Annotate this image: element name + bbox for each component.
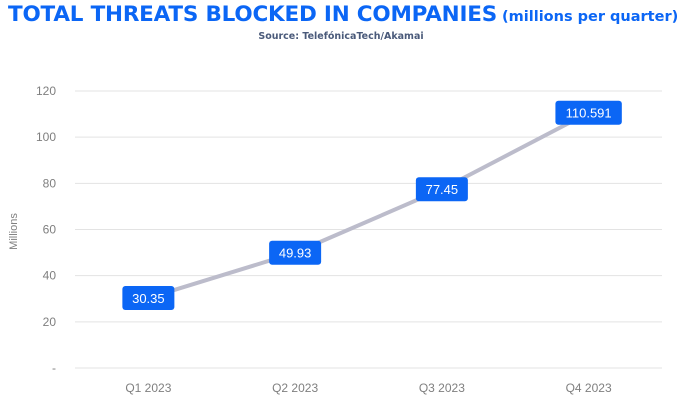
y-axis-title: Millions	[8, 213, 20, 250]
chart-title-main: TOTAL THREATS BLOCKED IN COMPANIES	[8, 2, 498, 27]
x-tick-label: Q4 2023	[566, 381, 612, 395]
data-label-box	[122, 285, 175, 310]
y-tick-label: 40	[43, 269, 57, 283]
chart-source: Source: TelefónicaTech/Akamai	[258, 31, 424, 42]
data-label: 110.591	[566, 106, 612, 121]
y-tick-label: 80	[43, 176, 57, 190]
data-label-box	[269, 240, 322, 265]
x-tick-label: Q1 2023	[125, 381, 171, 395]
y-tick-label: 20	[43, 315, 57, 329]
chart-title: TOTAL THREATS BLOCKED IN COMPANIES (milli…	[8, 2, 678, 27]
data-label-box	[415, 177, 468, 202]
data-label-box	[555, 100, 622, 125]
x-tick-label: Q3 2023	[419, 381, 465, 395]
x-tick-label: Q2 2023	[272, 381, 318, 395]
series-line	[146, 110, 591, 300]
y-tick-label: 120	[36, 84, 56, 98]
y-tick-label: -	[52, 361, 56, 375]
data-label: 49.93	[279, 246, 312, 261]
chart-title-unit: (millions per quarter)	[502, 9, 679, 25]
data-label: 77.45	[426, 182, 459, 197]
data-label: 30.35	[132, 291, 165, 306]
y-tick-label: 100	[36, 130, 56, 144]
y-tick-label: 60	[43, 223, 57, 237]
